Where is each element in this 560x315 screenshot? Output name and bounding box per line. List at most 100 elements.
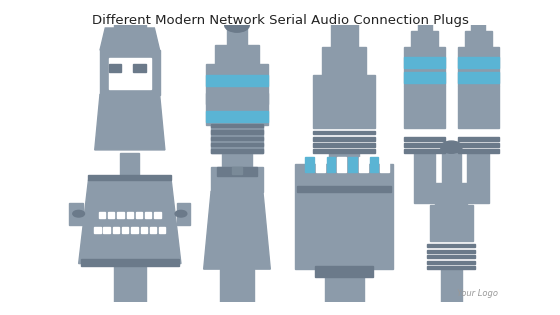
- Bar: [427, 266, 475, 269]
- Bar: [155, 212, 161, 218]
- Bar: [404, 86, 445, 128]
- Bar: [211, 167, 263, 192]
- Bar: [81, 260, 179, 266]
- Text: Different Modern Network Serial Audio Connection Plugs: Different Modern Network Serial Audio Co…: [92, 14, 468, 27]
- Bar: [227, 28, 247, 45]
- Polygon shape: [78, 180, 181, 264]
- Bar: [122, 227, 128, 233]
- Bar: [211, 124, 263, 127]
- Bar: [99, 212, 105, 218]
- Bar: [404, 149, 445, 153]
- Bar: [458, 72, 498, 83]
- Polygon shape: [100, 28, 160, 50]
- Bar: [325, 269, 363, 315]
- Bar: [427, 244, 475, 247]
- Bar: [118, 212, 124, 218]
- Bar: [435, 183, 468, 205]
- Bar: [136, 212, 142, 218]
- Bar: [211, 149, 263, 153]
- Circle shape: [329, 0, 359, 6]
- Bar: [314, 143, 375, 146]
- Bar: [314, 75, 375, 128]
- Bar: [468, 153, 489, 203]
- Bar: [329, 153, 359, 203]
- Bar: [326, 157, 335, 172]
- Bar: [109, 64, 121, 72]
- Bar: [471, 14, 485, 31]
- Bar: [206, 93, 268, 104]
- Bar: [458, 149, 498, 153]
- Bar: [150, 227, 156, 233]
- Bar: [370, 157, 378, 172]
- Bar: [104, 227, 110, 233]
- Bar: [458, 137, 498, 140]
- Bar: [211, 125, 263, 153]
- Bar: [427, 255, 475, 258]
- Bar: [211, 130, 263, 134]
- Circle shape: [415, 7, 434, 18]
- Polygon shape: [95, 94, 165, 150]
- Bar: [305, 157, 314, 172]
- Bar: [114, 264, 146, 315]
- Bar: [427, 261, 475, 264]
- Bar: [458, 86, 498, 128]
- Bar: [159, 227, 165, 233]
- Circle shape: [175, 210, 187, 217]
- Bar: [404, 143, 445, 146]
- Bar: [296, 164, 393, 269]
- Bar: [330, 14, 358, 47]
- Circle shape: [225, 18, 249, 32]
- Bar: [206, 111, 268, 122]
- Bar: [88, 175, 171, 180]
- Bar: [430, 205, 473, 241]
- Bar: [314, 131, 375, 135]
- Bar: [404, 72, 445, 83]
- Bar: [69, 203, 83, 225]
- Bar: [380, 157, 389, 172]
- Bar: [176, 203, 190, 225]
- Bar: [427, 250, 475, 253]
- Bar: [314, 149, 375, 153]
- Bar: [217, 167, 258, 176]
- Bar: [120, 153, 139, 208]
- Bar: [131, 227, 138, 233]
- Bar: [113, 227, 119, 233]
- Bar: [211, 117, 263, 121]
- Bar: [133, 64, 146, 72]
- Bar: [109, 59, 151, 89]
- Bar: [141, 227, 147, 233]
- Circle shape: [73, 210, 85, 217]
- Bar: [404, 137, 445, 140]
- Bar: [215, 45, 259, 64]
- Text: Your Logo: Your Logo: [458, 289, 498, 298]
- Bar: [441, 269, 462, 315]
- Bar: [297, 186, 391, 192]
- Bar: [211, 137, 263, 140]
- Bar: [418, 14, 432, 31]
- Bar: [108, 212, 114, 218]
- Bar: [314, 137, 375, 140]
- Bar: [232, 167, 241, 174]
- Bar: [348, 157, 357, 172]
- Bar: [220, 269, 254, 315]
- Circle shape: [469, 7, 488, 18]
- Bar: [114, 21, 146, 28]
- Bar: [206, 64, 268, 125]
- Bar: [316, 157, 325, 172]
- Bar: [458, 143, 498, 146]
- Bar: [211, 143, 263, 146]
- Bar: [414, 153, 435, 203]
- Bar: [206, 75, 268, 86]
- Bar: [100, 50, 160, 94]
- Bar: [127, 212, 133, 218]
- Bar: [359, 157, 367, 172]
- Bar: [442, 150, 461, 183]
- Bar: [465, 31, 492, 47]
- Bar: [145, 212, 152, 218]
- Bar: [411, 31, 438, 47]
- Bar: [315, 266, 374, 278]
- Polygon shape: [204, 192, 270, 269]
- Bar: [404, 57, 445, 68]
- Bar: [458, 57, 498, 68]
- Bar: [222, 153, 252, 203]
